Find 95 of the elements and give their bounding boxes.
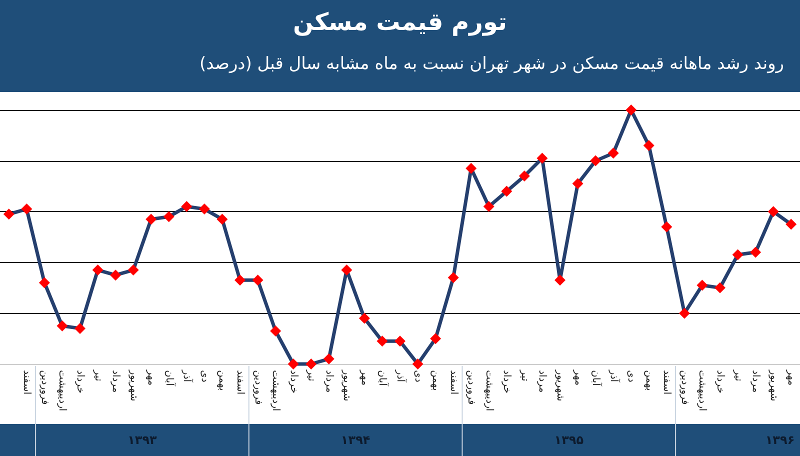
x-tick-label: فروردین [38, 370, 50, 406]
x-tick-label: مهر [146, 369, 157, 386]
x-tick-label: مهر [572, 369, 584, 386]
x-tick-label: شهریور [554, 369, 566, 402]
point [696, 280, 708, 291]
point [626, 104, 637, 116]
point [732, 249, 744, 260]
point [110, 270, 122, 281]
point [234, 274, 246, 286]
point [536, 152, 548, 164]
x-tick-label: شهریور [128, 369, 139, 402]
x-tick-label: اردیبهشت [56, 370, 68, 412]
x-tick-label: فروردین [678, 370, 690, 406]
x-tick-label: آبان [376, 370, 390, 388]
point [376, 336, 388, 347]
x-tick-label: دی [626, 370, 637, 382]
text: ۱۳۹۶ [765, 433, 795, 447]
point [288, 358, 299, 370]
x-tick-label: آبان [163, 370, 176, 388]
point [483, 201, 494, 212]
x-tick-label: بهمن [430, 370, 442, 391]
point [608, 148, 619, 159]
point [181, 201, 192, 212]
point [750, 246, 762, 258]
point [643, 140, 654, 152]
x-tick-label: اردیبهشت [696, 370, 708, 412]
x-tick-label: خرداد [501, 370, 512, 394]
point [661, 221, 672, 232]
x-tick-label: تیر [92, 369, 104, 382]
point [56, 320, 68, 332]
text: ۱۳۹۴ [340, 433, 370, 447]
point [21, 204, 32, 215]
point [252, 274, 264, 286]
point [430, 333, 442, 344]
point [786, 218, 797, 230]
point [306, 358, 317, 370]
point [768, 206, 779, 218]
x-tick-label: اردیبهشت [270, 370, 282, 412]
chart-title: تورم قیمت مسکن [292, 8, 508, 36]
point [341, 264, 352, 276]
point [572, 178, 584, 190]
text: ۱۳۹۳ [128, 433, 158, 447]
x-tick-label: دی [198, 370, 210, 382]
x-tick-label: مرداد [750, 370, 762, 393]
x-tick-label: خرداد [714, 370, 726, 394]
point [554, 274, 566, 286]
point [38, 277, 50, 288]
x-tick-label: آذر [181, 369, 194, 384]
point [270, 325, 282, 336]
x-tick-label: شهریور [341, 369, 352, 402]
point [714, 282, 726, 294]
chart-subtitle: روند رشد ماهانه قیمت مسکن در شهر تهران نسبت به ماه مشابه سال قبل (درصد) [199, 54, 784, 74]
x-tick-label: مهر [786, 369, 797, 386]
point [128, 264, 139, 276]
point [518, 170, 530, 182]
x-tick-label: اسفند [661, 370, 672, 394]
x-tick-label: فروردین [466, 370, 477, 406]
x-tick-label: آبان [590, 370, 604, 388]
point [323, 353, 334, 364]
point [394, 336, 406, 347]
x-tick-label: تیر [732, 369, 744, 382]
x-tick-label: خرداد [74, 370, 86, 394]
point [92, 264, 104, 276]
point [74, 322, 86, 334]
point [501, 186, 512, 197]
x-tick-label: اردیبهشت [483, 370, 494, 412]
point [678, 308, 690, 319]
point [448, 272, 459, 284]
x-tick-label: اسفند [234, 370, 246, 394]
point [216, 214, 228, 225]
x-tick-label: مرداد [323, 370, 334, 393]
x-tick-label: بهمن [216, 370, 228, 391]
x-tick-label: مرداد [536, 370, 548, 393]
point [590, 155, 602, 166]
x-tick-label: اسفند [448, 370, 459, 394]
point [412, 358, 424, 370]
x-tick-label: تیر [518, 369, 530, 382]
x-tick-label: خرداد [288, 370, 299, 394]
x-tick-label: اسفند [21, 370, 32, 394]
point [146, 214, 157, 225]
x-tick-label: شهریور [768, 369, 779, 402]
x-tick-label: بهمن [643, 370, 654, 391]
point [466, 162, 477, 174]
x-tick-label: تیر [306, 369, 317, 382]
x-tick-label: فروردین [252, 370, 264, 406]
text: ۱۳۹۵ [554, 433, 584, 447]
point [358, 312, 370, 324]
x-tick-label: آذر [608, 369, 621, 384]
x-tick-label: مهر [358, 369, 370, 386]
point [163, 211, 174, 222]
point [3, 208, 14, 220]
x-tick-label: دی [412, 370, 424, 382]
x-tick-label: مرداد [110, 370, 122, 393]
x-tick-label: آذر [394, 369, 408, 384]
point [198, 204, 210, 215]
